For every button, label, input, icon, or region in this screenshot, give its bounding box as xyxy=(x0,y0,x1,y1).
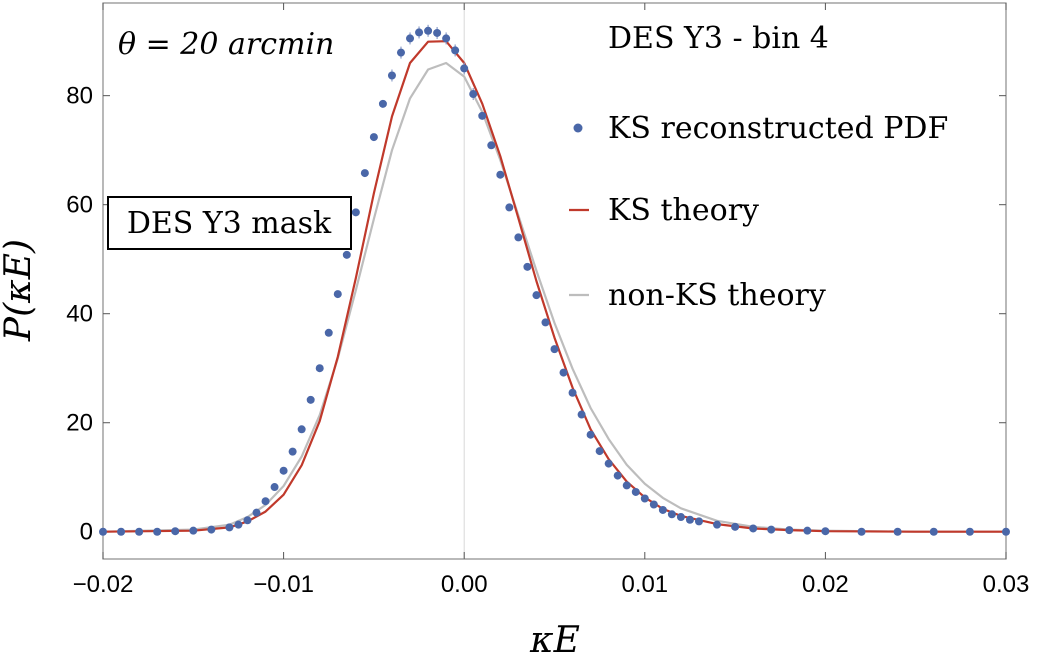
data-point xyxy=(713,520,722,529)
data-point xyxy=(207,525,216,534)
data-point xyxy=(415,28,424,37)
data-point xyxy=(451,46,460,55)
data-point xyxy=(965,527,974,536)
data-point xyxy=(731,522,740,531)
data-point xyxy=(378,99,387,108)
data-point xyxy=(640,494,649,503)
data-point xyxy=(288,447,297,456)
data-point xyxy=(658,505,667,514)
data-point xyxy=(99,527,107,536)
y-tick-label: 40 xyxy=(66,301,93,328)
mask-box-label: DES Y3 mask xyxy=(127,206,332,241)
data-point xyxy=(785,526,794,535)
data-point xyxy=(279,466,288,475)
data-point xyxy=(270,483,279,492)
data-point xyxy=(424,26,433,35)
axis-ticks: −0.02 −0.01 0.00 0.01 0.02 0.03 0 20 40 60 80 xyxy=(66,3,1029,598)
series-line-non-ks-theory xyxy=(102,61,1006,533)
data-point xyxy=(117,527,126,536)
legend-marker-points xyxy=(573,123,583,133)
data-point xyxy=(433,28,442,37)
data-point xyxy=(342,250,351,259)
data-point xyxy=(315,364,324,373)
data-point xyxy=(189,526,198,535)
data-point xyxy=(387,71,396,80)
data-point xyxy=(667,510,676,519)
x-tick-label: −0.01 xyxy=(253,571,314,598)
data-point xyxy=(767,525,776,534)
data-point xyxy=(568,388,577,397)
data-point xyxy=(396,48,405,57)
data-point xyxy=(442,34,451,43)
legend-label: non-KS theory xyxy=(608,278,826,313)
data-point xyxy=(749,524,758,533)
data-point xyxy=(243,516,252,525)
data-point xyxy=(604,459,613,468)
data-point xyxy=(613,471,622,480)
data-point xyxy=(234,520,243,529)
data-point xyxy=(649,500,658,509)
data-point xyxy=(460,64,469,73)
data-point xyxy=(351,208,360,217)
data-point xyxy=(803,526,812,535)
x-tick-label: 0.02 xyxy=(802,571,849,598)
y-tick-label: 80 xyxy=(66,83,93,110)
data-point xyxy=(324,328,333,337)
data-point xyxy=(252,508,261,517)
plot-frame xyxy=(102,2,1007,560)
data-point xyxy=(622,481,631,490)
data-point xyxy=(550,345,559,354)
data-point xyxy=(487,141,496,150)
data-point xyxy=(559,368,568,377)
data-point xyxy=(523,262,532,271)
legend-label: KS theory xyxy=(608,193,759,228)
data-point xyxy=(893,527,902,536)
theta-annotation: θ = 20 arcmin xyxy=(118,27,334,62)
data-point xyxy=(514,233,523,242)
data-point xyxy=(676,513,685,522)
data-point xyxy=(821,527,830,536)
data-point xyxy=(478,111,487,120)
data-point xyxy=(369,133,378,142)
data-point xyxy=(541,318,550,327)
data-point xyxy=(532,291,541,300)
data-point xyxy=(1002,527,1010,536)
data-point xyxy=(586,430,595,439)
y-tick-label: 60 xyxy=(66,192,93,219)
x-tick-label: 0.01 xyxy=(621,571,668,598)
data-point xyxy=(333,290,342,299)
legend: KS reconstructed PDF KS theory non-KS theo… xyxy=(569,111,948,313)
x-tick-label: −0.02 xyxy=(73,571,134,598)
data-point xyxy=(694,517,703,526)
y-tick-label: 20 xyxy=(66,410,93,437)
data-point xyxy=(297,425,306,434)
data-point xyxy=(360,169,369,178)
data-point xyxy=(406,34,415,43)
data-point xyxy=(153,527,162,536)
data-point xyxy=(496,170,505,179)
data-point xyxy=(261,497,270,506)
data-point xyxy=(857,527,866,536)
y-axis-label: P(κE) xyxy=(0,239,39,342)
x-axis-label: κE xyxy=(529,620,580,661)
mask-box-frame xyxy=(107,196,352,250)
data-point xyxy=(929,527,938,536)
data-point xyxy=(685,515,694,524)
x-tick-label: 0.03 xyxy=(983,571,1030,598)
data-point xyxy=(171,527,180,536)
data-point xyxy=(469,90,478,99)
chart-title: DES Y3 - bin 4 xyxy=(608,21,829,56)
data-point xyxy=(595,447,604,456)
y-tick-label: 0 xyxy=(80,519,93,546)
x-tick-label: 0.00 xyxy=(441,571,488,598)
data-point xyxy=(135,527,144,536)
data-point xyxy=(631,487,640,496)
data-point xyxy=(225,523,234,532)
legend-label: KS reconstructed PDF xyxy=(608,111,948,146)
data-points xyxy=(99,24,1010,536)
data-point xyxy=(505,203,514,212)
data-point xyxy=(577,410,586,419)
data-point xyxy=(306,395,315,404)
